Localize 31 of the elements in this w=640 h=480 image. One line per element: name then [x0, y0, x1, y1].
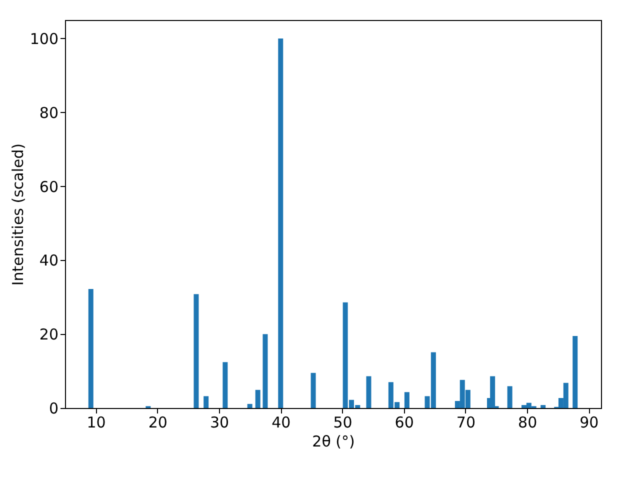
x-tick-label: 70	[456, 414, 476, 432]
y-tick-label: 20	[39, 326, 58, 344]
x-tick-label: 60	[394, 414, 414, 432]
y-axis-title: Intensities (scaled)	[8, 143, 27, 286]
x-tick-label: 10	[86, 414, 106, 432]
y-tick-label: 0	[48, 400, 58, 418]
bar	[507, 386, 512, 408]
bar	[404, 392, 410, 408]
y-tick-label: 80	[39, 104, 58, 122]
bar	[540, 405, 546, 408]
y-tick-label: 60	[39, 178, 58, 196]
bar	[194, 294, 199, 408]
x-tick-label: 20	[148, 414, 168, 432]
bar	[204, 396, 209, 408]
x-tick-label: 50	[333, 414, 352, 432]
x-tick-label: 40	[272, 414, 291, 432]
bar	[278, 38, 284, 408]
x-tick-label: 90	[580, 414, 599, 432]
y-tick-label: 40	[39, 252, 58, 270]
x-tick-label: 30	[210, 414, 230, 432]
bar	[572, 336, 578, 408]
x-tick-label: 80	[518, 414, 538, 432]
bar	[366, 376, 372, 408]
bar	[222, 362, 228, 408]
bar	[310, 372, 316, 408]
bar	[247, 404, 252, 408]
bar	[255, 390, 260, 408]
y-tick-label: 100	[30, 30, 58, 48]
bar	[88, 289, 94, 408]
bar	[262, 334, 268, 408]
x-axis-title: 2θ (°)	[312, 432, 355, 450]
